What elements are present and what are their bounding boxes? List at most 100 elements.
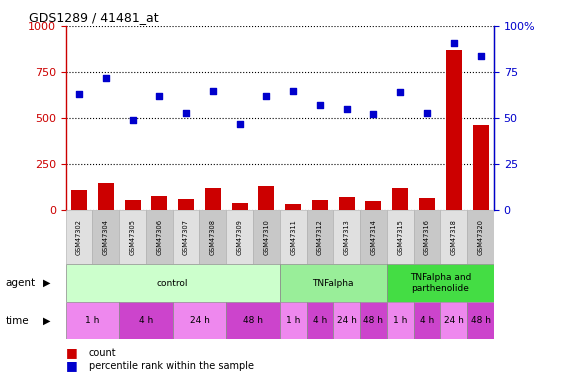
- Text: count: count: [89, 348, 116, 357]
- Bar: [98, 183, 114, 210]
- Text: 48 h: 48 h: [364, 316, 384, 325]
- Point: [208, 88, 218, 94]
- Bar: [419, 198, 435, 210]
- FancyBboxPatch shape: [253, 210, 280, 264]
- Text: GSM47318: GSM47318: [451, 219, 457, 255]
- Bar: [440, 302, 467, 339]
- Text: 48 h: 48 h: [243, 316, 263, 325]
- Text: TNFalpha and
parthenolide: TNFalpha and parthenolide: [410, 273, 471, 293]
- Text: GSM47313: GSM47313: [344, 219, 349, 255]
- Text: GSM47312: GSM47312: [317, 219, 323, 255]
- Point: [476, 53, 485, 58]
- Text: 4 h: 4 h: [420, 316, 434, 325]
- Text: GSM47302: GSM47302: [76, 219, 82, 255]
- Text: GSM47316: GSM47316: [424, 219, 430, 255]
- Point: [155, 93, 164, 99]
- FancyBboxPatch shape: [333, 210, 360, 264]
- Point: [423, 110, 432, 116]
- Text: 4 h: 4 h: [139, 316, 153, 325]
- Text: GSM47306: GSM47306: [156, 219, 162, 255]
- Text: GSM47304: GSM47304: [103, 219, 109, 255]
- FancyBboxPatch shape: [467, 210, 494, 264]
- Bar: [312, 200, 328, 210]
- Bar: [285, 204, 301, 210]
- Text: ▶: ▶: [43, 278, 50, 288]
- Bar: [392, 188, 408, 210]
- FancyBboxPatch shape: [413, 210, 440, 264]
- Bar: [178, 199, 194, 210]
- Point: [74, 91, 83, 97]
- Text: percentile rank within the sample: percentile rank within the sample: [89, 361, 254, 370]
- Text: 1 h: 1 h: [393, 316, 408, 325]
- Point: [182, 110, 191, 116]
- Text: TNFalpha: TNFalpha: [312, 279, 354, 288]
- Bar: [446, 50, 462, 210]
- Bar: [119, 302, 173, 339]
- Bar: [226, 302, 280, 339]
- Bar: [360, 302, 387, 339]
- Text: GDS1289 / 41481_at: GDS1289 / 41481_at: [29, 11, 159, 24]
- Bar: [205, 188, 221, 210]
- Text: GSM47308: GSM47308: [210, 219, 216, 255]
- FancyBboxPatch shape: [146, 210, 173, 264]
- Text: 48 h: 48 h: [471, 316, 490, 325]
- Point: [235, 121, 244, 127]
- FancyBboxPatch shape: [307, 210, 333, 264]
- Point: [262, 93, 271, 99]
- Text: GSM47311: GSM47311: [290, 219, 296, 255]
- Bar: [365, 201, 381, 210]
- Text: ■: ■: [66, 346, 78, 359]
- Point: [449, 40, 459, 46]
- Text: GSM47315: GSM47315: [397, 219, 403, 255]
- Text: GSM47314: GSM47314: [371, 219, 376, 255]
- Text: agent: agent: [6, 278, 36, 288]
- Point: [101, 75, 110, 81]
- FancyBboxPatch shape: [173, 210, 199, 264]
- Bar: [333, 302, 360, 339]
- Point: [396, 89, 405, 95]
- Text: 1 h: 1 h: [85, 316, 99, 325]
- Text: 24 h: 24 h: [190, 316, 210, 325]
- Bar: [280, 302, 307, 339]
- Bar: [258, 186, 275, 210]
- Text: GSM47310: GSM47310: [263, 219, 270, 255]
- Bar: [71, 190, 87, 210]
- Point: [315, 102, 324, 108]
- Text: GSM47307: GSM47307: [183, 219, 189, 255]
- Text: 4 h: 4 h: [313, 316, 327, 325]
- Text: GSM47320: GSM47320: [477, 219, 484, 255]
- Bar: [473, 126, 489, 210]
- FancyBboxPatch shape: [66, 210, 93, 264]
- Text: control: control: [157, 279, 188, 288]
- FancyBboxPatch shape: [440, 210, 467, 264]
- Text: 24 h: 24 h: [337, 316, 357, 325]
- FancyBboxPatch shape: [360, 210, 387, 264]
- FancyBboxPatch shape: [280, 210, 307, 264]
- Bar: [307, 302, 333, 339]
- Bar: [151, 196, 167, 210]
- Text: GSM47305: GSM47305: [130, 219, 135, 255]
- Text: 1 h: 1 h: [286, 316, 300, 325]
- Point: [128, 117, 137, 123]
- Text: ■: ■: [66, 359, 78, 372]
- FancyBboxPatch shape: [119, 210, 146, 264]
- Bar: [232, 202, 248, 210]
- Bar: [66, 302, 119, 339]
- FancyBboxPatch shape: [226, 210, 253, 264]
- FancyBboxPatch shape: [387, 210, 413, 264]
- Bar: [387, 302, 413, 339]
- Text: GSM47309: GSM47309: [236, 219, 243, 255]
- Point: [342, 106, 351, 112]
- Text: 24 h: 24 h: [444, 316, 464, 325]
- Bar: [339, 197, 355, 210]
- Bar: [467, 302, 494, 339]
- Text: time: time: [6, 316, 29, 326]
- Bar: [280, 264, 387, 302]
- Bar: [66, 264, 280, 302]
- Text: ▶: ▶: [43, 316, 50, 326]
- Bar: [387, 264, 494, 302]
- Point: [288, 88, 297, 94]
- Bar: [413, 302, 440, 339]
- FancyBboxPatch shape: [93, 210, 119, 264]
- Point: [369, 111, 378, 117]
